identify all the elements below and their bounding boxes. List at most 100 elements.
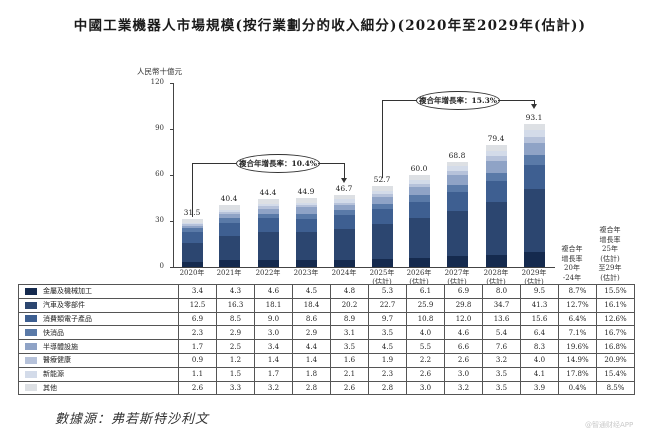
cagr-cell: 12.6% [596,311,635,327]
table-cell: 3.5 [368,325,407,341]
table-cell: 3.5 [482,366,521,382]
table-cell: 1.8 [292,366,331,382]
connector-line [382,100,418,101]
y-tick-label: 0 [159,262,164,270]
x-axis [173,267,555,268]
bar-segment [371,258,393,267]
bar-segment [333,259,355,267]
table-cell: 9.7 [368,311,407,327]
legend-label: 汽車及零部件 [18,297,179,313]
bar-segment [295,207,317,215]
bar-segment [295,218,317,232]
table-cell: 3.0 [444,366,483,382]
table-cell: 6.6 [444,339,483,354]
table-cell: 1.2 [216,352,255,368]
table-cell: 12.5 [178,297,217,313]
y-tick [170,129,174,130]
bar-segment [333,205,355,211]
table-cell: 6.9 [178,311,217,327]
cagr-cell: 20.9% [596,352,635,368]
y-tick [170,221,174,222]
cagr-cell: 15.5% [596,284,635,299]
table-cell: 4.1 [520,366,559,382]
table-cell: 7.6 [482,339,521,354]
x-tick-label: 2029年 (估計) [521,269,547,286]
table-cell: 5.4 [482,325,521,341]
table-cell: 2.6 [406,366,445,382]
bar-segment [485,150,507,157]
table-cell: 3.4 [254,339,293,354]
series-name: 快消品 [43,328,64,337]
table-cell: 2.8 [368,380,407,396]
table-cell: 3.0 [254,325,293,341]
bar-segment [523,136,545,143]
watermark: @智通财经APP [585,421,634,429]
y-tick-label: 90 [155,124,164,132]
chart-title: 中國工業機器人市場規模(按行業劃分的收入細分)(2020年至2029年(估計)) [73,18,587,34]
bar-segment [218,210,240,213]
bar-segment [218,260,240,267]
x-tick-label: 2025年 (估計) [369,269,395,286]
table-cell: 15.6 [520,311,559,327]
bar-segment [485,254,507,267]
bar-segment [408,179,430,184]
connector-line [344,163,345,179]
cagr-cell: 17.8% [558,366,597,382]
legend-swatch-icon [25,384,37,392]
x-tick-label: 2027年 (估計) [444,269,470,286]
bar-segment [408,186,430,196]
bar-segment [333,228,355,260]
cagr-cell: 6.4% [558,311,597,327]
y-axis-unit-label: 人民幣十億元 [137,67,182,76]
table-cell: 3.2 [254,380,293,396]
table-cell: 2.3 [178,325,217,341]
x-tick-label: 2021年 [216,269,242,277]
table-cell: 8.9 [330,311,369,327]
bar-segment [257,206,279,209]
bar-segment [446,192,468,211]
bar-segment [371,186,393,191]
bar-segment [218,222,240,236]
table-cell: 8.0 [482,284,521,299]
y-tick-label: 60 [155,170,164,178]
bar-segment [408,195,430,202]
bar-segment [257,203,279,207]
y-tick [170,175,174,176]
bar-9 [523,124,545,267]
table-cell: 2.6 [178,380,217,396]
table-cell: 2.6 [444,352,483,368]
table-cell: 4.5 [368,339,407,354]
bar-segment [371,194,393,197]
connector-line [318,163,344,164]
table-cell: 3.3 [216,380,255,396]
legend-label: 新能源 [18,366,179,382]
bar-segment [181,242,203,262]
table-row: 消費類電子產品 6.9 8.5 9.0 8.6 8.9 9.7 10.8 12.0 13.6 15.… [18,311,635,327]
table-cell: 3.4 [178,284,217,299]
bar-segment [181,261,203,267]
legend-label: 其他 [18,380,179,396]
cagr-cell: 19.6% [558,339,597,354]
bar-segment [181,225,203,229]
table-cell: 3.5 [330,339,369,354]
bar-3 [295,198,317,267]
legend-label: 醫療健康 [18,352,179,368]
table-cell: 1.5 [216,366,255,382]
legend-swatch-icon [25,287,37,295]
table-cell: 2.9 [216,325,255,341]
source-note: 數據源：弗若斯特沙利文 [55,412,210,427]
table-cell: 13.6 [482,311,521,327]
bar-segment [446,185,468,193]
table-cell: 41.3 [520,297,559,313]
table-cell: 3.9 [520,380,559,396]
legend-swatch-icon [25,356,37,364]
bar-segment [523,155,545,166]
bar-segment [257,259,279,267]
bar-segment [218,212,240,215]
table-row: 汽車及零部件 12.5 16.3 18.1 18.4 20.2 22.7 25.9 29.8 34… [18,297,635,313]
bar-total-label: 60.0 [410,164,428,173]
bar-segment [218,235,240,261]
bar-segment [257,213,279,219]
cagr-bubble-2025-2029: 複合年增長率：15.3% [416,91,500,110]
bar-total-label: 46.7 [335,184,353,194]
